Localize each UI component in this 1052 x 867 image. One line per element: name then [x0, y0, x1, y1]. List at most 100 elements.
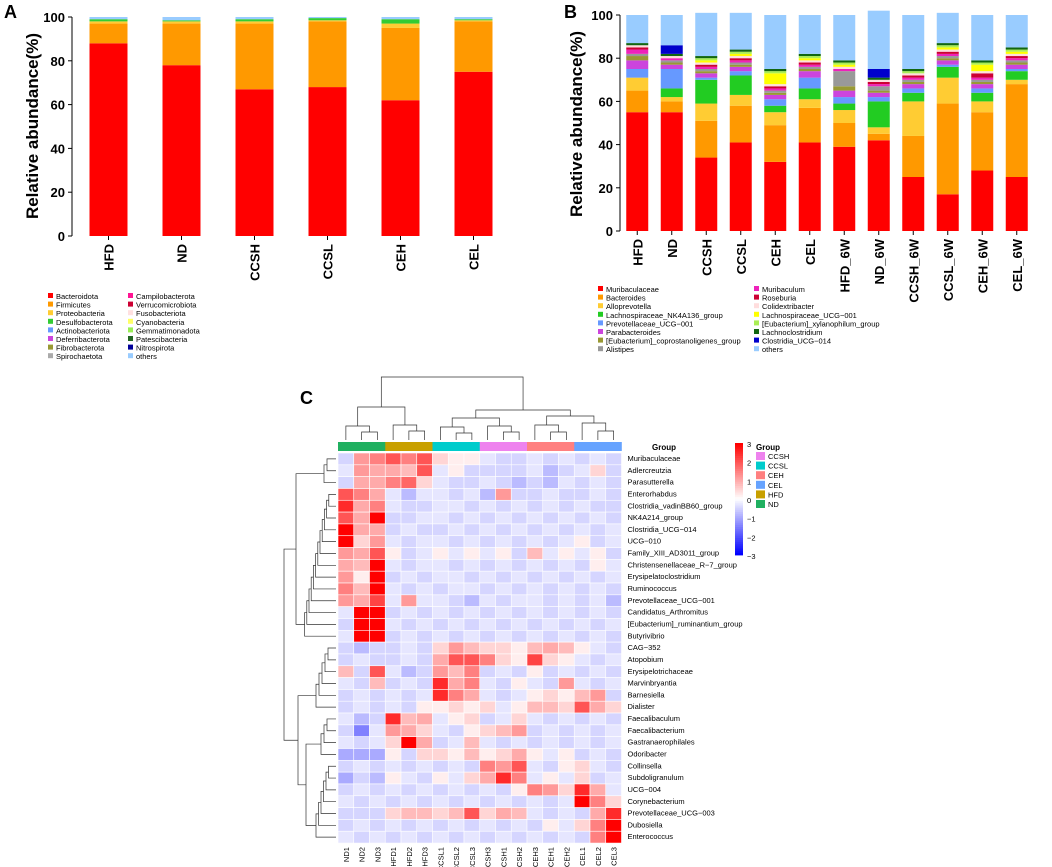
heatmap-cell — [510, 677, 528, 690]
heatmap-cell — [510, 606, 528, 619]
group-legend-swatch — [756, 452, 765, 460]
bar-segment — [695, 69, 718, 72]
bar-segment — [971, 15, 994, 61]
bar-segment — [867, 127, 890, 134]
heatmap-cell — [463, 594, 481, 607]
heatmap-cell — [542, 511, 559, 525]
heatmap-cell — [353, 653, 370, 667]
colorbar-tick-label: 3 — [747, 440, 751, 449]
row-label: Butyrivibrio — [628, 631, 665, 640]
bar-segment — [902, 84, 925, 89]
heatmap-cell — [605, 559, 622, 572]
bar-segment — [798, 66, 821, 69]
bar-segment — [660, 112, 683, 231]
heatmap-cell — [432, 464, 449, 477]
heatmap-cell — [400, 606, 418, 619]
heatmap-cell — [479, 712, 496, 726]
heatmap-cell — [589, 700, 607, 714]
column-label: CEL1 — [578, 847, 587, 866]
bar-segment — [729, 53, 752, 57]
column-label: HFD3 — [421, 847, 430, 867]
bar-segment — [971, 79, 994, 82]
heatmap-cell — [479, 606, 496, 619]
legend-swatch — [754, 320, 759, 326]
heatmap-cell — [400, 594, 418, 607]
heatmap-cell — [526, 594, 544, 607]
heatmap-cell — [384, 700, 402, 714]
group-track-cell — [432, 442, 449, 451]
colorbar-step — [735, 489, 743, 492]
dendrogram-link — [324, 508, 336, 531]
heatmap-cell — [495, 511, 512, 525]
heatmap-cells — [337, 452, 622, 844]
heatmap-cell — [400, 559, 418, 572]
heatmap-cell — [526, 535, 544, 548]
legend-label: Nitrospirota — [136, 344, 175, 353]
heatmap-cell — [463, 819, 481, 832]
y-axis-label-a: Relative abundance(%) — [23, 33, 42, 219]
panel-a-bar-chart: A Relative abundance(%) 0 20 40 60 80 100 HFD… — [4, 2, 493, 361]
legend-label: Alloprevotella — [606, 302, 652, 311]
bar-segment — [695, 12, 718, 57]
bar-segment — [695, 64, 718, 67]
group-legend-swatch — [756, 471, 765, 480]
legend-label: [Eubacterium]_xylanophilum_group — [762, 319, 880, 328]
heatmap-cell — [605, 771, 622, 785]
heatmap-cell — [495, 795, 512, 808]
colorbar-step — [735, 530, 743, 533]
bar-segment — [1005, 15, 1028, 48]
heatmap-cell — [479, 819, 496, 832]
legend-swatch — [598, 303, 603, 309]
y-tick-label: 0 — [606, 224, 613, 239]
bar-segment — [798, 62, 821, 65]
heatmap-cell — [353, 807, 370, 820]
heatmap-cell — [337, 511, 355, 525]
heatmap-cell — [432, 488, 449, 501]
heatmap-cell — [432, 582, 449, 596]
heatmap-cell — [447, 476, 465, 489]
column-label: CCSH1 — [499, 847, 508, 867]
row-label: Candidatus_Arthromitus — [628, 608, 709, 617]
bar-segment — [833, 71, 856, 87]
legend-swatch — [48, 336, 53, 341]
heatmap-cell — [353, 606, 370, 619]
column-label: ND2 — [358, 847, 367, 862]
dendrogram-link — [324, 653, 336, 673]
heatmap-cell — [369, 700, 386, 714]
heatmap-cell — [526, 499, 544, 513]
bar-segment — [833, 146, 856, 231]
heatmap-cell — [384, 452, 402, 466]
bar-segment — [695, 77, 718, 80]
heatmap-cell — [510, 523, 528, 537]
heatmap-cell — [479, 795, 496, 808]
group-track-cell — [464, 442, 481, 451]
heatmap-cell — [573, 700, 591, 714]
heatmap-cell — [589, 618, 607, 631]
heatmap-cell — [369, 511, 386, 525]
heatmap-cell — [573, 807, 591, 820]
heatmap-cell — [463, 641, 481, 655]
heatmap-cell — [479, 830, 496, 844]
heatmap-cell — [384, 618, 402, 631]
bar-segment — [1005, 49, 1028, 52]
heatmap-cell — [432, 476, 449, 489]
group-track-label: Group — [652, 443, 676, 452]
bar-segment — [308, 20, 347, 22]
colorbar-step — [735, 540, 743, 543]
dendrogram-link — [326, 718, 336, 732]
heatmap-cell — [510, 488, 528, 501]
heatmap-cell — [479, 523, 496, 537]
dendrogram-link — [455, 432, 473, 440]
heatmap-cell — [400, 511, 418, 525]
legend-swatch — [128, 310, 133, 316]
y-tick-label: 100 — [43, 10, 65, 25]
heatmap-cell — [432, 700, 449, 714]
heatmap-cell — [510, 535, 528, 548]
heatmap-cell — [384, 807, 402, 820]
heatmap-cell — [542, 629, 559, 643]
legend-label: Verrucomicrobiota — [136, 301, 197, 310]
group-track-cell — [605, 442, 622, 451]
heatmap-cell — [369, 488, 386, 501]
heatmap-cell — [510, 464, 528, 477]
heatmap-colorbar: 3 2 1 0 −1 −2 −3 — [735, 440, 756, 561]
